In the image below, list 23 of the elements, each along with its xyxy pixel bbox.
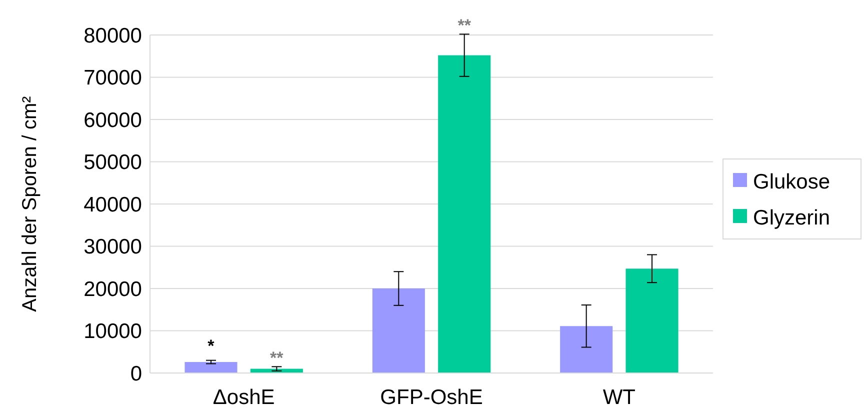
x-tick-label: GFP-OshE (380, 386, 483, 409)
bar (184, 362, 238, 373)
y-tick-label: 80000 (84, 24, 142, 48)
bar (438, 55, 491, 373)
data-label: ** (458, 16, 472, 36)
y-tick-label: 40000 (84, 193, 142, 216)
y-tick-label: 60000 (84, 108, 142, 132)
bar (372, 288, 425, 373)
bar (626, 268, 678, 373)
data-label: * (208, 336, 215, 356)
bar (560, 326, 613, 373)
y-tick-label: 30000 (84, 236, 142, 259)
y-tick-label: 10000 (84, 320, 142, 344)
y-tick-label: 0 (130, 362, 142, 386)
legend-label: Glukose (753, 170, 830, 194)
legend-label: Glyzerin (753, 206, 830, 230)
y-tick-label: 50000 (84, 151, 142, 174)
y-tick-label: 70000 (84, 66, 142, 90)
data-label: ** (270, 348, 284, 368)
y-tick-label: 20000 (84, 278, 142, 301)
y-axis-title: Anzahl der Sporen / cm² (19, 96, 41, 312)
x-tick-label: WT (602, 386, 636, 409)
x-tick-label: ΔoshE (212, 386, 275, 409)
